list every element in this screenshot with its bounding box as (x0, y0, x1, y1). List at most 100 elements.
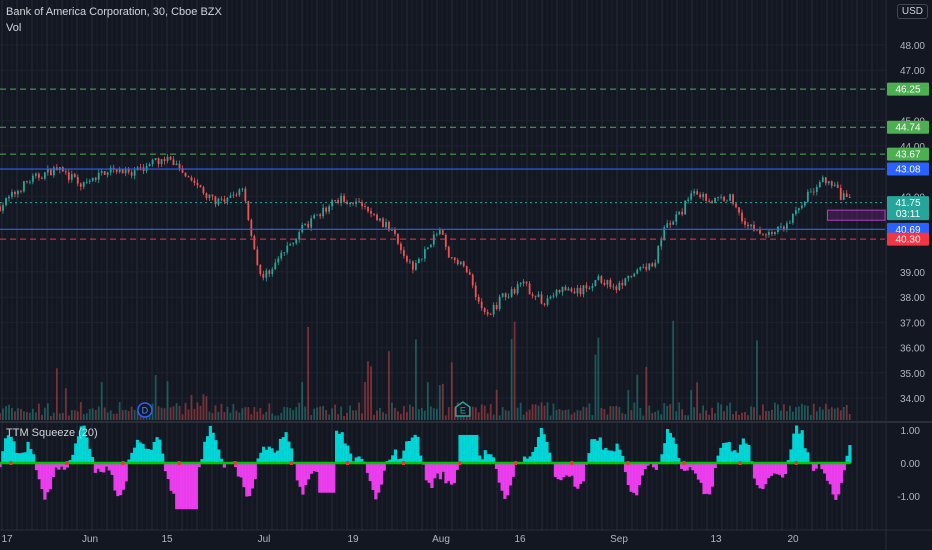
squeeze-bar (281, 437, 285, 463)
squeeze-dot (345, 461, 349, 465)
candle-body (645, 266, 648, 270)
candle-body (702, 193, 705, 198)
volume-bar (842, 406, 845, 420)
volume-bar (612, 406, 615, 420)
candle-body (175, 163, 178, 165)
volume-bar (385, 413, 387, 420)
volume-bar (630, 410, 633, 420)
squeeze-dot (514, 461, 518, 465)
countdown-text: 03:11 (896, 209, 921, 220)
squeeze-bar (88, 448, 92, 463)
candle-body (453, 257, 456, 260)
volume-bar (774, 402, 776, 420)
volume-bar (833, 408, 836, 420)
candle-body (154, 158, 157, 160)
level-tag-41.75 (887, 196, 929, 221)
price-zone (826, 209, 886, 221)
squeeze-bar (478, 455, 482, 463)
volume-bar (522, 414, 525, 420)
volume-bar (232, 404, 235, 420)
candle-body (780, 226, 782, 228)
volume-bar (349, 405, 351, 420)
squeeze-bar (276, 450, 280, 463)
squeeze-bar (158, 439, 162, 463)
candle-body (295, 239, 298, 244)
squeeze-bar (635, 463, 639, 496)
squeeze-bar (702, 463, 706, 495)
squeeze-bar (259, 452, 263, 463)
squeeze-bar (219, 458, 224, 463)
candle-body (235, 194, 238, 196)
candle-body (211, 194, 214, 197)
squeeze-bar (191, 463, 196, 510)
candle-body (52, 167, 55, 176)
candle-body (352, 202, 354, 204)
candle-body (675, 214, 678, 222)
squeeze-bar (54, 463, 58, 468)
squeeze-bar (242, 463, 246, 488)
volume-bar (555, 410, 558, 420)
squeeze-tick-label: 1.00 (901, 426, 921, 437)
candle-body (169, 156, 172, 160)
squeeze-bar (183, 463, 187, 510)
volume-bar (414, 339, 417, 420)
time-tick-label: 15 (161, 534, 173, 545)
volume-bar (768, 411, 770, 420)
candle-body (88, 180, 91, 182)
candle-body (738, 207, 740, 213)
squeeze-bar (598, 437, 602, 463)
candle-body (403, 250, 405, 257)
squeeze-bar (823, 463, 827, 474)
candle-body (73, 174, 76, 177)
squeeze-bar (738, 444, 743, 463)
squeeze-bar (452, 463, 457, 484)
volume-bar (483, 405, 486, 420)
volume-bar (447, 407, 450, 420)
candle-body (618, 282, 621, 290)
volume-bar (465, 415, 468, 420)
squeeze-bar (766, 463, 771, 479)
squeeze-bar (135, 439, 140, 463)
volume-bar (94, 409, 97, 420)
squeeze-bar (548, 452, 552, 463)
level-tag-44.74 (887, 120, 929, 134)
candle-body (310, 218, 313, 228)
candle-body (238, 189, 241, 196)
squeeze-bar (349, 453, 353, 463)
squeeze-bar (837, 463, 841, 495)
candle-body (364, 206, 366, 207)
volume-bar (286, 407, 289, 420)
candle-body (340, 195, 342, 203)
volume-bar (788, 405, 791, 420)
squeeze-bar (632, 463, 636, 493)
volume-bar (322, 405, 325, 420)
squeeze-bar (710, 463, 715, 487)
squeeze-bar (40, 463, 44, 490)
squeeze-bar (469, 434, 473, 463)
squeeze-bar (15, 452, 19, 463)
candle-body (570, 288, 573, 292)
volume-bar (705, 410, 708, 420)
volume-bar (543, 405, 546, 420)
candle-body (187, 176, 190, 178)
volume-bar (681, 409, 684, 420)
squeeze-bar (492, 457, 496, 463)
volume-bar (61, 413, 64, 420)
earnings-marker (455, 401, 471, 417)
volume-bar (238, 412, 241, 420)
candle-body (429, 244, 432, 248)
currency-button[interactable]: USD (896, 4, 928, 19)
candle-body (543, 303, 546, 305)
volume-bar (525, 411, 528, 420)
candle-body (358, 201, 360, 203)
volume-bar (821, 409, 824, 420)
squeeze-bar (163, 463, 168, 472)
squeeze-bar (511, 463, 515, 477)
squeeze-bar (651, 463, 656, 468)
volume-bar (295, 407, 298, 420)
volume-bar (753, 407, 755, 420)
candle-body (289, 244, 292, 246)
squeeze-bar (450, 463, 454, 485)
squeeze-bar (775, 463, 779, 475)
